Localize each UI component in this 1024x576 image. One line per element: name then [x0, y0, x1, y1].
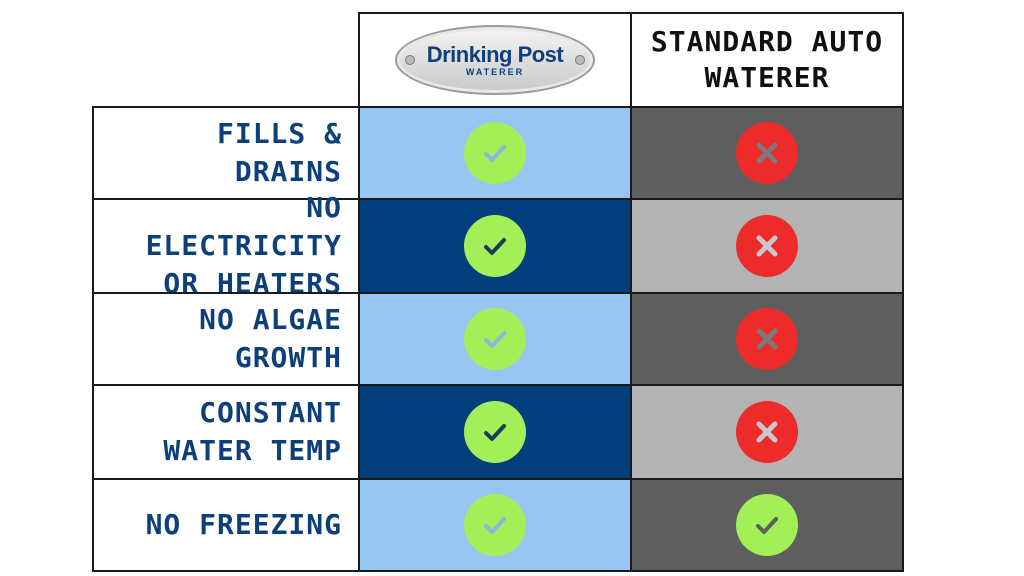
- row-label: FILLS & DRAINS: [216, 117, 342, 188]
- check-icon: [464, 308, 526, 370]
- check-icon: [464, 494, 526, 556]
- drinking-post-logo: Drinking Post WATERER: [395, 25, 595, 95]
- row-label: NO ELECTRICITY OR HEATERS: [145, 191, 342, 300]
- standard-waterer-header: STANDARD AUTO WATERER: [630, 12, 904, 108]
- drinking-post-header: Drinking Post WATERER: [358, 12, 632, 108]
- standard-cell: [630, 478, 904, 572]
- standard-cell: [630, 106, 904, 200]
- drinking-post-cell: [358, 384, 632, 480]
- row-label-cell: NO FREEZING: [92, 478, 360, 572]
- drinking-post-cell: [358, 292, 632, 386]
- drinking-post-cell: [358, 478, 632, 572]
- standard-cell: [630, 292, 904, 386]
- check-icon: [464, 215, 526, 277]
- brand-name: Drinking Post: [426, 42, 564, 67]
- x-icon: [736, 122, 798, 184]
- x-icon: [736, 308, 798, 370]
- brand-subtitle: WATERER: [465, 67, 525, 77]
- check-icon: [464, 401, 526, 463]
- screw-icon: [405, 55, 415, 65]
- standard-cell: [630, 384, 904, 480]
- standard-waterer-title: STANDARD AUTO WATERER: [650, 25, 884, 94]
- row-label: NO ALGAE GROWTH: [199, 303, 342, 374]
- row-label: NO FREEZING: [145, 508, 342, 541]
- row-label-cell: FILLS & DRAINS: [92, 106, 360, 200]
- standard-cell: [630, 198, 904, 294]
- check-icon: [736, 494, 798, 556]
- drinking-post-cell: [358, 106, 632, 200]
- row-label-cell: NO ELECTRICITY OR HEATERS: [92, 191, 360, 300]
- x-icon: [736, 401, 798, 463]
- row-label: CONSTANT WATER TEMP: [163, 396, 342, 467]
- check-icon: [464, 122, 526, 184]
- row-label-cell: NO ALGAE GROWTH: [92, 292, 360, 386]
- row-label-cell: CONSTANT WATER TEMP: [92, 384, 360, 480]
- x-icon: [736, 215, 798, 277]
- screw-icon: [575, 55, 585, 65]
- drinking-post-cell: [358, 198, 632, 294]
